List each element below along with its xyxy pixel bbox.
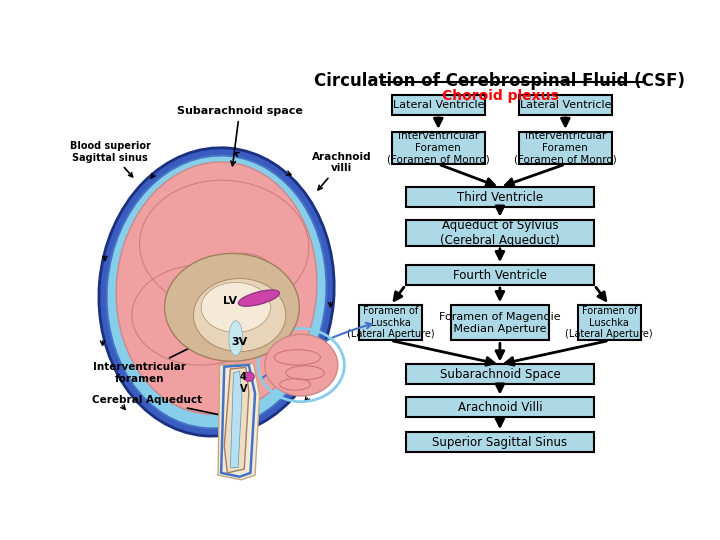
Text: LV: LV xyxy=(223,296,238,306)
Text: Interventricular
Foramen
(Foramen of Monro): Interventricular Foramen (Foramen of Mon… xyxy=(514,131,617,165)
Ellipse shape xyxy=(201,282,271,333)
Text: Foramen of
Luschka
(Lateral Aperture): Foramen of Luschka (Lateral Aperture) xyxy=(565,306,653,339)
Text: Superior Sagittal Sinus: Superior Sagittal Sinus xyxy=(432,436,567,449)
FancyBboxPatch shape xyxy=(519,95,611,115)
FancyBboxPatch shape xyxy=(405,187,594,207)
Text: Fourth Ventricle: Fourth Ventricle xyxy=(453,268,546,281)
Text: Interventricular
foramen: Interventricular foramen xyxy=(93,331,224,383)
FancyBboxPatch shape xyxy=(405,432,594,452)
Text: Arachnoid Villi: Arachnoid Villi xyxy=(458,401,542,414)
Polygon shape xyxy=(230,372,242,468)
Text: Subarachnoid space: Subarachnoid space xyxy=(176,106,302,166)
Text: Circulation of Cerebrospinal Fluid (CSF): Circulation of Cerebrospinal Fluid (CSF) xyxy=(315,72,685,91)
FancyBboxPatch shape xyxy=(577,305,641,340)
Ellipse shape xyxy=(194,279,286,352)
FancyBboxPatch shape xyxy=(405,220,594,246)
Text: Arachnoid
villi: Arachnoid villi xyxy=(312,152,371,190)
FancyBboxPatch shape xyxy=(519,132,611,164)
Text: Aqueduct of Sylvius
(Cerebral Aqueduct): Aqueduct of Sylvius (Cerebral Aqueduct) xyxy=(440,219,559,247)
Ellipse shape xyxy=(99,148,334,436)
Ellipse shape xyxy=(116,162,317,414)
Text: Lateral Ventricle: Lateral Ventricle xyxy=(520,100,611,110)
FancyBboxPatch shape xyxy=(359,305,422,340)
FancyBboxPatch shape xyxy=(405,397,594,417)
FancyBboxPatch shape xyxy=(392,132,485,164)
FancyBboxPatch shape xyxy=(405,265,594,285)
FancyBboxPatch shape xyxy=(392,95,485,115)
Text: Third Ventricle: Third Ventricle xyxy=(456,191,543,204)
Ellipse shape xyxy=(107,156,326,428)
Ellipse shape xyxy=(243,372,254,381)
Text: Foramen of Magendie
(Median Aperture): Foramen of Magendie (Median Aperture) xyxy=(439,312,561,334)
Text: Foramen of
Luschka
(Lateral Aperture): Foramen of Luschka (Lateral Aperture) xyxy=(347,306,434,339)
Polygon shape xyxy=(218,363,260,480)
Ellipse shape xyxy=(238,290,279,306)
Ellipse shape xyxy=(265,334,338,396)
Text: Lateral Ventricle: Lateral Ventricle xyxy=(392,100,484,110)
Polygon shape xyxy=(224,367,249,473)
FancyBboxPatch shape xyxy=(451,305,549,340)
Text: Choroid plexus: Choroid plexus xyxy=(441,90,558,104)
Text: Interventricular
Foramen
(Foramen of Monro): Interventricular Foramen (Foramen of Mon… xyxy=(387,131,490,165)
Text: 3V: 3V xyxy=(232,337,248,347)
Text: 4
V: 4 V xyxy=(240,372,247,394)
Text: Cerebral Aqueduct: Cerebral Aqueduct xyxy=(92,395,235,419)
Text: Blood superior
Sagittal sinus: Blood superior Sagittal sinus xyxy=(70,141,150,177)
Text: Subarachnoid Space: Subarachnoid Space xyxy=(439,368,560,381)
FancyBboxPatch shape xyxy=(405,364,594,384)
Ellipse shape xyxy=(165,253,300,361)
Ellipse shape xyxy=(229,321,243,355)
